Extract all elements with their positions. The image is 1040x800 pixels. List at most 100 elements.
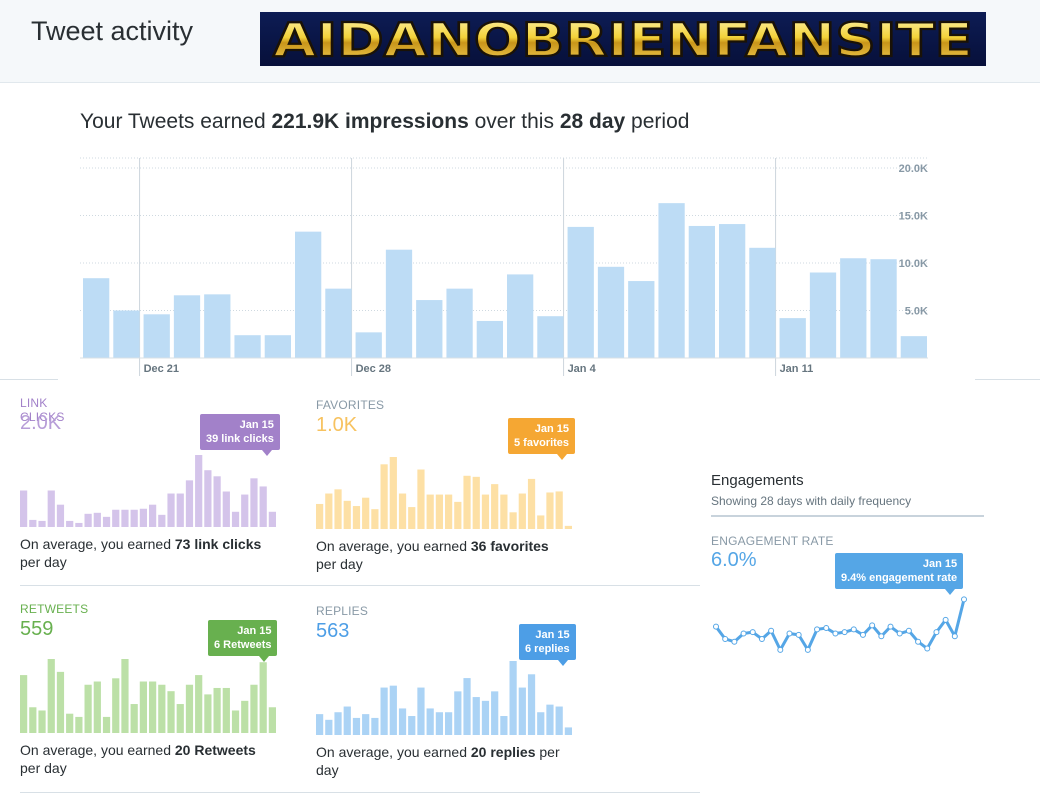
- engagement-rate-label: ENGAGEMENT RATE: [711, 534, 834, 548]
- impressions-bar: [113, 310, 140, 358]
- retweets-bar: [102, 716, 111, 733]
- replies-bar: [555, 706, 563, 735]
- favorites-bar: [500, 494, 508, 529]
- engagement-rate-point: [841, 629, 848, 636]
- impressions-bar: [567, 226, 594, 358]
- link-clicks-bar: [139, 508, 147, 527]
- replies-bar: [334, 712, 342, 735]
- engagement-rate-point: [951, 633, 958, 640]
- x-tick-label: Jan 11: [780, 363, 814, 375]
- favorites-bar: [380, 464, 388, 529]
- engagement-rate-point: [740, 630, 747, 637]
- retweets-bar: [176, 704, 184, 733]
- link-clicks-bar: [268, 511, 276, 527]
- y-tick-label: 5.0K: [905, 306, 928, 318]
- impressions-bar: [749, 247, 776, 358]
- engagement-rate-point: [896, 630, 903, 637]
- engagement-rate-point: [758, 635, 765, 642]
- link-clicks-bar: [102, 516, 111, 527]
- engagement-rate-point: [859, 631, 866, 638]
- retweets-bar: [66, 713, 74, 733]
- favorites-bar: [316, 503, 324, 529]
- engagement-rate-point: [850, 626, 857, 633]
- engagement-rate-point: [795, 631, 802, 638]
- chart-bottom-divider-left: [0, 379, 58, 380]
- retweets-bar: [204, 694, 212, 733]
- impressions-bar: [688, 225, 715, 358]
- retweets-bar: [167, 691, 175, 733]
- favorites-bar: [509, 512, 517, 529]
- link-clicks-bar: [75, 522, 83, 527]
- engagement-rate-point: [933, 629, 940, 636]
- link-clicks-bar: [56, 504, 65, 527]
- replies-bar: [371, 717, 379, 735]
- link-clicks-bar: [130, 509, 138, 527]
- favorites-average: On average, you earned 36 favorites per d…: [316, 538, 549, 572]
- engagement-rate-point: [915, 638, 922, 645]
- replies-bar: [472, 697, 480, 735]
- replies-bar: [408, 716, 416, 735]
- impressions-bar: [779, 318, 806, 358]
- favorites-bar: [352, 506, 361, 529]
- engagement-rate-point: [905, 627, 912, 634]
- retweets-bar: [250, 684, 258, 733]
- impressions-bar: [597, 266, 625, 358]
- link-clicks-bar: [93, 512, 101, 527]
- page-header: Tweet activity AIDANOBRIENFANSITE: [0, 0, 1040, 83]
- impressions-bar: [658, 203, 685, 358]
- retweets-label: RETWEETS: [20, 602, 89, 616]
- chart-bottom-divider-right: [975, 379, 1040, 380]
- retweets-bar: [47, 659, 55, 733]
- replies-bar: [454, 691, 462, 735]
- favorites-bar: [463, 475, 471, 529]
- impressions-bar: [173, 295, 201, 358]
- retweets-bar: [158, 684, 166, 733]
- favorites-bar: [445, 494, 453, 529]
- impressions-bar: [719, 224, 746, 358]
- engagement-rate-point: [887, 623, 894, 630]
- link-clicks-bar: [213, 476, 221, 527]
- replies-bar: [537, 712, 545, 735]
- favorites-total: 1.0K: [316, 414, 358, 436]
- retweets-bar: [112, 678, 120, 733]
- impressions-bar: [476, 320, 503, 358]
- replies-average: On average, you earned 20 replies per da…: [316, 744, 560, 778]
- engagement-rate-line: [714, 599, 966, 652]
- fansite-logo: AIDANOBRIENFANSITE: [260, 12, 986, 68]
- row-divider: [20, 585, 700, 586]
- engagement-rate-point: [804, 646, 811, 653]
- engagement-rate-point: [961, 596, 967, 603]
- impressions-bar: [355, 332, 382, 358]
- link-clicks-bar: [241, 494, 249, 527]
- y-tick-label: 15.0K: [899, 211, 928, 223]
- link-clicks-tooltip: Jan 15 39 link clicks: [200, 414, 280, 456]
- retweets-bar: [38, 710, 46, 733]
- impressions-bar: [295, 231, 322, 358]
- replies-bar: [389, 685, 397, 735]
- favorites-bar: [472, 476, 480, 529]
- favorites-label: FAVORITES: [316, 398, 385, 412]
- replies-bar: [527, 674, 536, 735]
- engagement-rate-point: [713, 623, 719, 630]
- impressions-bar: [143, 314, 170, 358]
- impressions-bar: [900, 336, 927, 358]
- link-clicks-bar: [231, 511, 240, 527]
- replies-bar: [352, 717, 361, 735]
- replies-bar: [426, 708, 434, 735]
- retweets-bar: [130, 704, 138, 733]
- engagement-rate-point: [722, 635, 729, 642]
- impressions-bar: [204, 294, 231, 358]
- replies-bar: [325, 719, 333, 735]
- link-clicks-average: On average, you earned 73 link clicks per…: [20, 536, 262, 570]
- link-clicks-bar: [250, 478, 258, 527]
- impressions-bar: [385, 249, 413, 358]
- replies-bar: [564, 727, 572, 735]
- link-clicks-bar: [121, 509, 129, 527]
- page-title: Tweet activity: [31, 16, 194, 46]
- svg-text:AIDANOBRIENFANSITE: AIDANOBRIENFANSITE: [273, 13, 973, 67]
- favorites-bar: [454, 501, 462, 529]
- link-clicks-bar: [167, 493, 175, 527]
- engagement-rate-point: [749, 629, 756, 636]
- engagement-rate-tooltip: Jan 15 9.4% engagement rate: [835, 553, 964, 595]
- link-clicks-bar: [222, 491, 230, 527]
